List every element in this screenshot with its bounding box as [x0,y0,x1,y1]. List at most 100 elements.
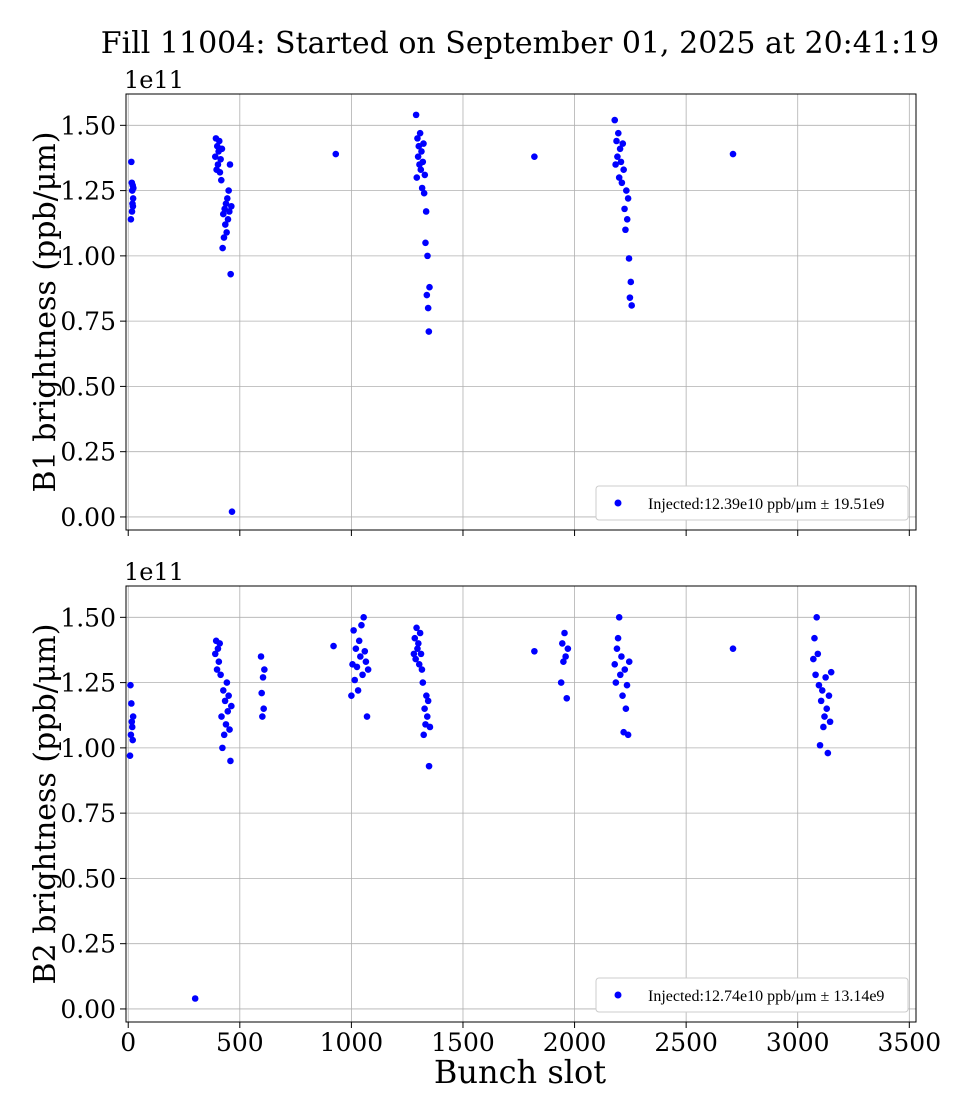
x-tick-label: 500 [216,1028,264,1057]
data-point [226,208,233,215]
data-point [621,205,628,213]
data-point [217,671,224,679]
xticks-b2: 0 500 1000 1500 2000 2500 3000 3500 [120,1022,941,1057]
data-point [227,270,234,278]
data-point [424,304,432,312]
data-point [560,658,567,666]
data-point [418,148,425,155]
data-point [214,645,222,652]
data-point [615,174,623,181]
data-point [412,111,420,119]
data-point [213,666,221,673]
x-axis-label: Bunch slot [434,1053,606,1091]
data-point [619,140,627,147]
panel-b1: 0.00 0.25 0.50 0.75 1.00 1.25 1.50 1e11 B1 bri… [28,66,917,536]
x-tick-label: 1000 [320,1028,384,1057]
data-point [825,692,833,699]
data-point [729,150,737,158]
data-point [826,718,834,726]
data-point [612,161,619,168]
y-tick-label: 0.00 [60,503,116,532]
data-point [425,328,433,335]
y-tick-label: 0.50 [60,372,116,401]
data-point [416,129,424,137]
data-point [350,627,357,634]
data-point [531,153,538,160]
data-point [260,705,267,713]
points-b2 [126,614,835,1002]
data-point [228,508,236,516]
data-point [127,681,134,689]
data-point [332,150,340,158]
x-tick-label: 0 [120,1028,136,1057]
data-point [823,705,831,713]
data-point [620,166,627,174]
y-tick-label: 1.00 [60,734,116,763]
data-point [624,731,632,739]
ylabel-b2: B2 brightness (ppb/μm) [28,624,63,985]
data-point [422,239,429,247]
yticks-b1: 0.00 0.25 0.50 0.75 1.00 1.25 1.50 [60,111,126,532]
data-point [361,647,369,655]
y-tick-label: 1.50 [60,111,116,140]
data-point [423,692,430,699]
data-point [219,210,227,218]
data-point [226,726,233,733]
data-point [625,255,633,262]
data-point [363,713,371,720]
data-point [221,697,229,705]
data-point [222,221,229,228]
data-point [623,681,631,689]
data-point [224,708,232,715]
data-point [129,195,137,202]
data-point [614,153,621,160]
data-point [563,694,571,702]
figure-title: Fill 11004: Started on September 01, 202… [101,26,939,61]
data-point [562,653,569,660]
data-point [357,653,364,660]
data-point [414,153,422,160]
data-point [815,681,823,689]
data-point [611,116,619,124]
data-point [617,158,625,166]
data-point [618,653,625,660]
x-tick-label: 3500 [877,1028,941,1057]
data-point [352,645,360,652]
data-point [416,629,424,637]
data-point [418,184,426,192]
data-point [822,674,829,681]
data-point [612,679,620,686]
data-point [215,137,223,145]
data-point [223,229,230,236]
data-point [817,697,825,705]
data-point [126,752,134,760]
data-point [228,702,235,710]
y-tick-label: 0.75 [60,307,116,336]
x-tick-label: 2500 [654,1028,718,1057]
data-point [128,723,136,731]
data-point [362,658,370,666]
data-point [418,666,426,673]
data-point [215,658,223,666]
data-point [561,629,568,637]
y-tick-label: 0.00 [60,995,116,1024]
axes-frame-b1 [125,93,917,531]
offset-label-b2: 1e11 [124,558,184,586]
data-point [354,687,362,694]
data-point [219,244,226,252]
data-point [220,234,228,241]
data-point [821,713,828,720]
y-tick-label: 1.00 [60,242,116,271]
data-point [818,687,826,694]
data-point [128,718,136,726]
y-tick-label: 1.50 [60,603,116,632]
legend-marker-b2 [614,991,622,999]
data-point [417,166,425,174]
y-tick-label: 0.25 [60,930,116,959]
data-point [420,140,427,147]
data-point [219,687,227,694]
data-point [410,650,418,658]
points-b1 [127,111,737,516]
data-point [421,171,429,179]
